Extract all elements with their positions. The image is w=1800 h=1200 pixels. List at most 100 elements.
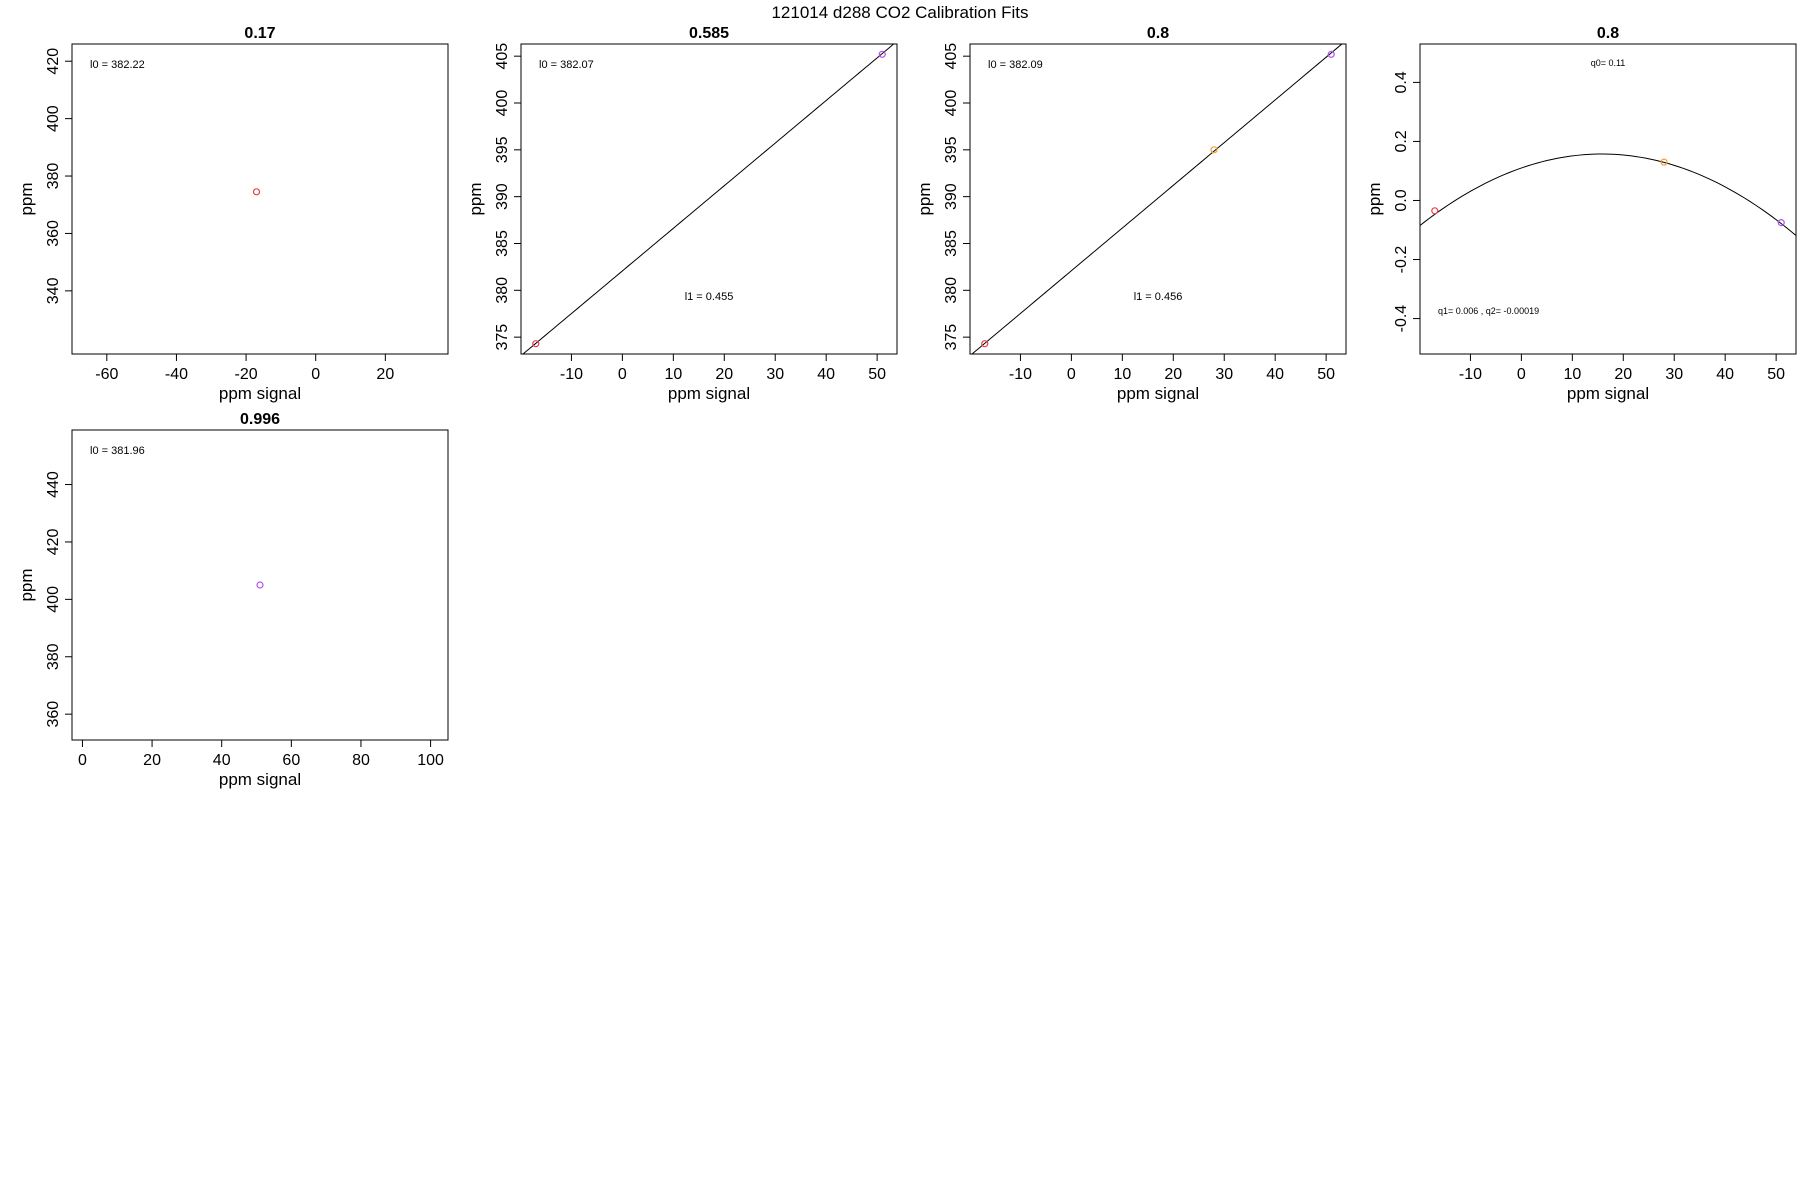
panel-title: 0.8 bbox=[1597, 25, 1619, 42]
x-tick-label: 50 bbox=[1317, 366, 1335, 383]
x-axis-label: ppm signal bbox=[1117, 384, 1199, 403]
x-tick-label: 20 bbox=[715, 366, 733, 383]
fit-annotation: l1 = 0.456 bbox=[1134, 291, 1183, 303]
y-tick-label: 340 bbox=[45, 277, 62, 304]
y-tick-label: 405 bbox=[494, 43, 511, 70]
y-tick-label: 360 bbox=[45, 701, 62, 728]
data-point bbox=[1327, 50, 1335, 58]
y-tick-label: 0.4 bbox=[1393, 71, 1410, 93]
y-tick-label: 420 bbox=[45, 528, 62, 555]
fit-curve bbox=[1420, 153, 1796, 236]
panel-2: 0.585 -10 0 10 20 30 40 50 ppm signal 375 380 385 39… bbox=[466, 25, 898, 403]
data-point bbox=[252, 188, 261, 196]
x-tick-label: 0 bbox=[1517, 366, 1526, 383]
y-tick-label: 375 bbox=[943, 324, 960, 351]
y-tick-label: 395 bbox=[494, 136, 511, 163]
fit-annotation: l1 = 0.455 bbox=[685, 291, 734, 303]
data-point bbox=[256, 581, 264, 589]
y-tick-label: 0.2 bbox=[1393, 130, 1410, 152]
x-tick-label: 20 bbox=[1614, 366, 1632, 383]
plot-frame bbox=[969, 43, 1347, 355]
x-tick-label: 40 bbox=[1266, 366, 1284, 383]
panel-title: 0.585 bbox=[689, 25, 729, 42]
y-tick-label: 380 bbox=[45, 163, 62, 190]
y-tick-label: 380 bbox=[494, 277, 511, 304]
x-tick-label: -10 bbox=[1009, 366, 1032, 383]
x-tick-label: 80 bbox=[352, 752, 370, 769]
x-tick-label: 10 bbox=[1563, 366, 1581, 383]
x-tick-label: 60 bbox=[282, 752, 300, 769]
y-tick-label: 0.0 bbox=[1393, 189, 1410, 211]
x-tick-label: 40 bbox=[213, 752, 231, 769]
panel-1: 0.17 -60 -40 -20 0 20 ppm signal 340 360 380 400 42… bbox=[17, 25, 449, 403]
x-tick-label: 30 bbox=[1215, 366, 1233, 383]
data-point bbox=[1431, 207, 1439, 215]
x-tick-label: 10 bbox=[664, 366, 682, 383]
panel-title: 0.8 bbox=[1147, 25, 1169, 42]
x-tick-label: 40 bbox=[817, 366, 835, 383]
panel-title: 0.996 bbox=[240, 411, 280, 428]
y-tick-label: 360 bbox=[45, 220, 62, 247]
x-tick-label: 0 bbox=[1067, 366, 1076, 383]
y-tick-label: 390 bbox=[943, 183, 960, 210]
x-axis-label: ppm signal bbox=[219, 384, 301, 403]
y-tick-label: 440 bbox=[45, 471, 62, 498]
data-point bbox=[878, 50, 886, 58]
x-tick-label: 10 bbox=[1113, 366, 1131, 383]
y-axis-label: ppm bbox=[466, 182, 485, 215]
x-axis-label: ppm signal bbox=[668, 384, 750, 403]
y-tick-label: 400 bbox=[494, 90, 511, 117]
y-axis-label: ppm bbox=[17, 568, 36, 601]
fit-annotation: q1= 0.006 , q2= -0.00019 bbox=[1438, 306, 1539, 316]
y-tick-label: 385 bbox=[494, 230, 511, 257]
x-tick-label: 0 bbox=[618, 366, 627, 383]
x-tick-label: -60 bbox=[95, 366, 118, 383]
data-point bbox=[1660, 158, 1668, 166]
x-tick-label: 0 bbox=[311, 366, 320, 383]
y-axis-label: ppm bbox=[17, 182, 36, 215]
x-tick-label: 50 bbox=[868, 366, 886, 383]
y-tick-label: 385 bbox=[943, 230, 960, 257]
x-tick-label: -10 bbox=[1459, 366, 1482, 383]
y-tick-label: 390 bbox=[494, 183, 511, 210]
fit-curve bbox=[522, 44, 895, 354]
plot-frame bbox=[71, 43, 449, 355]
x-tick-label: 0 bbox=[78, 752, 87, 769]
y-tick-label: 400 bbox=[943, 90, 960, 117]
x-axis-label: ppm signal bbox=[219, 770, 301, 789]
data-point bbox=[981, 340, 989, 348]
x-tick-label: 20 bbox=[1164, 366, 1182, 383]
x-tick-label: 100 bbox=[417, 752, 444, 769]
x-tick-label: 40 bbox=[1716, 366, 1734, 383]
x-tick-label: -40 bbox=[165, 366, 188, 383]
x-tick-label: 20 bbox=[376, 366, 394, 383]
fit-annotation: q0= 0.11 bbox=[1591, 58, 1626, 68]
x-tick-label: 50 bbox=[1767, 366, 1785, 383]
y-tick-label: 380 bbox=[45, 643, 62, 670]
y-tick-label: 405 bbox=[943, 43, 960, 70]
fit-annotation: l0 = 382.09 bbox=[988, 59, 1043, 71]
page-title: 121014 d288 CO2 Calibration Fits bbox=[771, 3, 1028, 22]
panel-3: 0.8 -10 0 10 20 30 40 50 ppm signal 375 380 385 390 3… bbox=[915, 25, 1347, 403]
y-tick-label: 380 bbox=[943, 277, 960, 304]
x-tick-label: 30 bbox=[1665, 366, 1683, 383]
fit-annotation: l0 = 382.07 bbox=[539, 59, 594, 71]
y-tick-label: 400 bbox=[45, 586, 62, 613]
data-point bbox=[1777, 219, 1785, 227]
panel-title: 0.17 bbox=[244, 25, 275, 42]
y-tick-label: 400 bbox=[45, 105, 62, 132]
fit-annotation: l0 = 382.22 bbox=[90, 59, 145, 71]
panel-4: 0.8 -10 0 10 20 30 40 50 ppm signal -0.4 -0.2 0.0 0.… bbox=[1365, 25, 1797, 403]
y-tick-label: 420 bbox=[45, 48, 62, 75]
fit-annotation: l0 = 381.96 bbox=[90, 445, 145, 457]
panel-5: 0.996 0 20 40 60 80 100 ppm signal 360 380 400 420 4… bbox=[17, 411, 449, 789]
data-point bbox=[1210, 146, 1218, 154]
plot-frame bbox=[520, 43, 898, 355]
y-tick-label: -0.4 bbox=[1393, 305, 1410, 333]
y-axis-label: ppm bbox=[1365, 182, 1384, 215]
y-axis-label: ppm bbox=[915, 182, 934, 215]
fit-curve bbox=[971, 44, 1343, 354]
x-tick-label: 20 bbox=[143, 752, 161, 769]
